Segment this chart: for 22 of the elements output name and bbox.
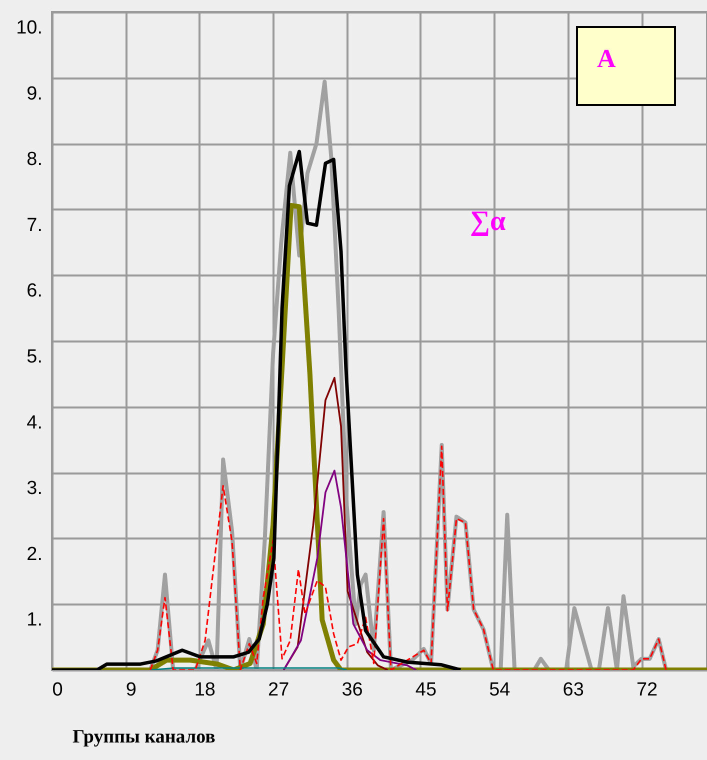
y-tick-label: 8. — [26, 149, 42, 170]
x-tick-label: 54 — [489, 680, 511, 700]
y-tick-label: 10. — [16, 18, 42, 38]
x-tick-label: 18 — [194, 680, 216, 700]
y-tick-label: 1. — [26, 610, 42, 631]
y-tick-label: 3. — [26, 478, 42, 500]
x-tick-label: 27 — [268, 680, 290, 700]
y-tick-label: 9. — [26, 83, 42, 104]
x-axis-title: Группы каналов — [72, 726, 216, 748]
x-tick-label: 9 — [126, 680, 136, 700]
x-tick-label: 72 — [636, 680, 658, 700]
x-tick-label: 36 — [342, 680, 363, 700]
x-tick-label: 63 — [562, 680, 584, 700]
annotation: ∑α — [470, 206, 506, 237]
y-tick-label: 7. — [26, 214, 42, 236]
y-tick-label: 2. — [26, 544, 42, 565]
y-tick-label: 6. — [26, 280, 42, 302]
x-tick-label: 45 — [415, 680, 437, 700]
x-tick-label: 0 — [52, 680, 63, 700]
y-tick-label: 5. — [26, 346, 42, 368]
annotation: A — [597, 44, 616, 73]
y-tick-label: 4. — [26, 412, 42, 434]
